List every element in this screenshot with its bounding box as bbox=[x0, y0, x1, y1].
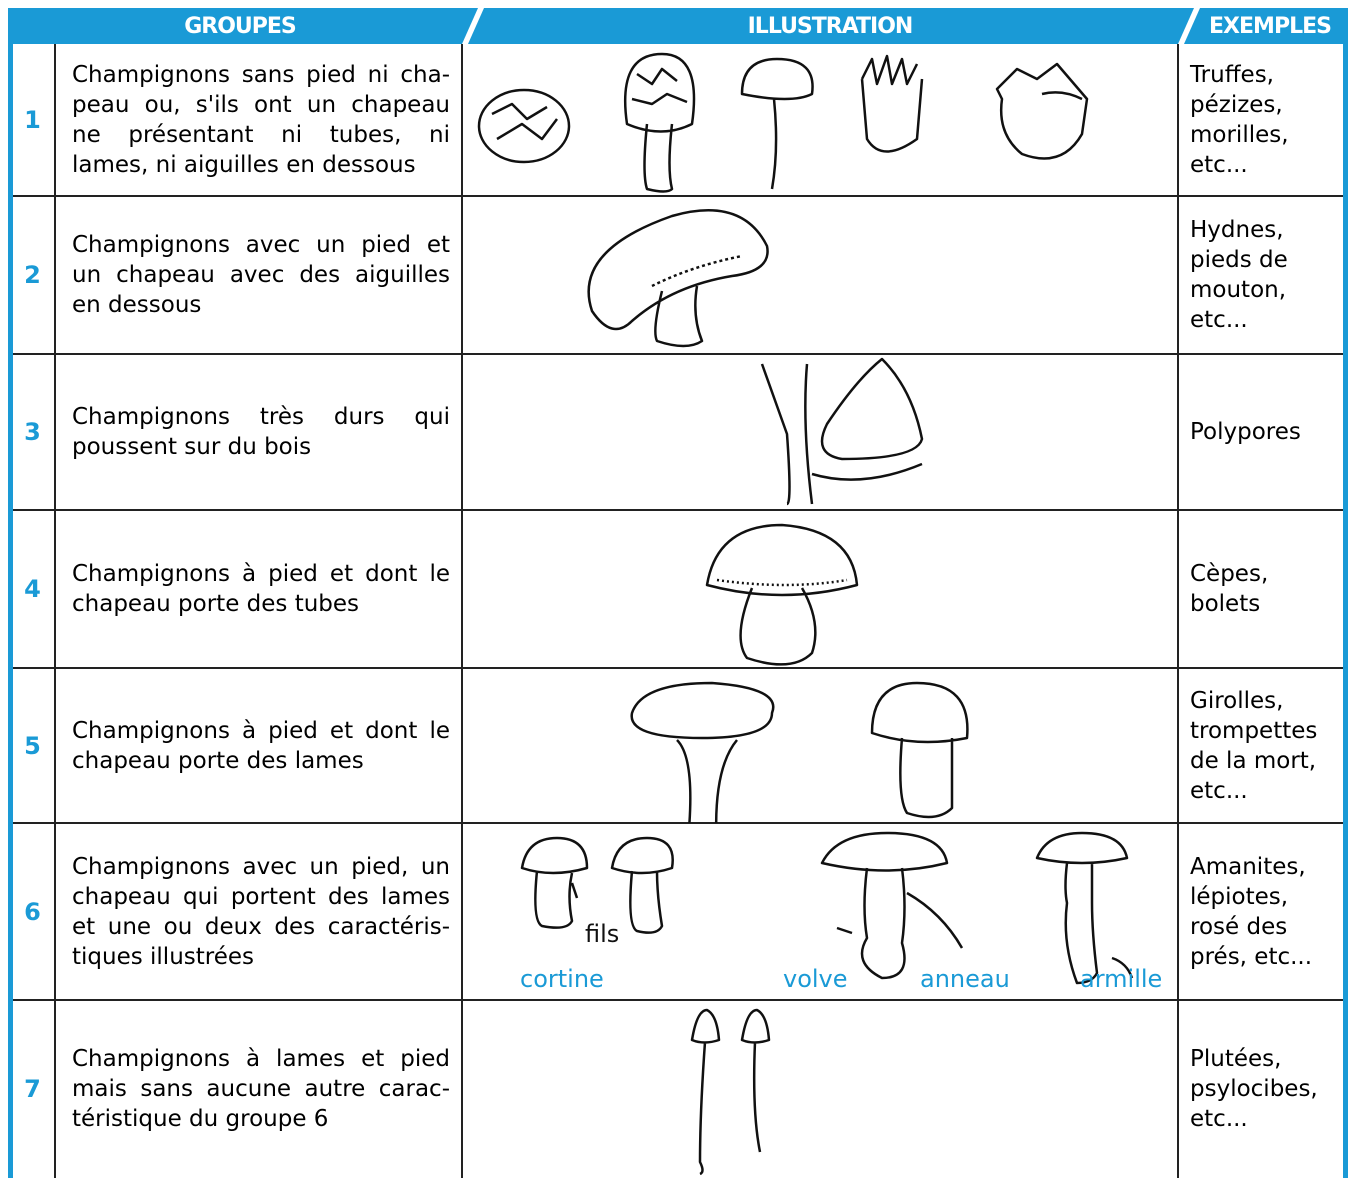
example-line: etc... bbox=[1190, 777, 1248, 804]
row-description: Champignons très durs qui poussent sur du… bbox=[72, 354, 450, 510]
row-number: 6 bbox=[24, 897, 41, 926]
description-line: Champignons à pied et dont le bbox=[72, 717, 450, 744]
row-number: 2 bbox=[24, 261, 41, 289]
example-line: trompettes bbox=[1190, 717, 1318, 744]
description-line: téristique du groupe 6 bbox=[72, 1106, 329, 1132]
row-description: Champignons à lames et pied mais sans auc… bbox=[72, 1000, 450, 1178]
example-line: prés, etc... bbox=[1190, 943, 1313, 970]
example-line: Truffes, bbox=[1190, 62, 1274, 88]
description-line: lames, ni aiguilles en dessous bbox=[72, 152, 416, 178]
description-line: Champignons très durs qui bbox=[72, 404, 450, 430]
description-line: ne présentant ni tubes, ni bbox=[72, 122, 450, 148]
row-description: Champignons sans pied ni cha-peau ou, s'… bbox=[72, 44, 450, 196]
illustration bbox=[690, 1008, 771, 1176]
example-line: etc... bbox=[1190, 152, 1248, 178]
example-line: pieds de bbox=[1190, 247, 1288, 273]
description-line: Champignons avec un pied, un bbox=[72, 853, 450, 880]
row-examples: Amanites, lépiotes, rosé des prés, etc... bbox=[1190, 823, 1340, 1000]
row-number: 5 bbox=[24, 731, 41, 760]
column-header: EXEMPLES bbox=[1209, 14, 1332, 39]
example-line: Hydnes, bbox=[1190, 217, 1284, 243]
example-line: lépiotes, bbox=[1190, 883, 1289, 910]
illustration-label: volve bbox=[783, 965, 848, 993]
description-line: et une ou deux des caractéris- bbox=[72, 913, 450, 940]
description-line: Champignons sans pied ni cha- bbox=[72, 62, 450, 88]
description-line: chapeau qui portent des lames bbox=[72, 883, 450, 910]
example-line: Cèpes, bbox=[1190, 561, 1269, 587]
example-line: de la mort, bbox=[1190, 747, 1317, 774]
row-examples: Polypores bbox=[1190, 354, 1340, 510]
illustration bbox=[705, 523, 859, 666]
illustration-label: anneau bbox=[920, 965, 1010, 993]
example-line: bolets bbox=[1190, 591, 1261, 617]
row-description: Champignons à pied et dont le chapeau por… bbox=[72, 668, 450, 823]
example-line: etc... bbox=[1190, 1106, 1248, 1132]
illustration bbox=[587, 209, 769, 348]
row-description: Champignons avec un pied et un chapeau av… bbox=[72, 196, 450, 354]
example-line: pézizes, bbox=[1190, 92, 1283, 118]
row-examples: Cèpes, bolets bbox=[1190, 510, 1340, 668]
illustration bbox=[520, 831, 1134, 985]
column-header: GROUPES bbox=[184, 14, 297, 39]
example-line: psylocibes, bbox=[1190, 1076, 1318, 1102]
example-line: morilles, bbox=[1190, 122, 1289, 148]
example-line: mouton, bbox=[1190, 277, 1287, 303]
example-line: Polypores bbox=[1190, 419, 1301, 445]
example-line: Plutées, bbox=[1190, 1046, 1282, 1072]
illustration bbox=[477, 52, 1089, 193]
description-line: Champignons avec un pied et bbox=[72, 232, 450, 258]
description-line: tiques illustrées bbox=[72, 943, 255, 970]
row-number: 7 bbox=[24, 1075, 41, 1103]
description-line: Champignons à lames et pied bbox=[72, 1046, 450, 1072]
row-number: 4 bbox=[24, 575, 41, 603]
illustration-label: armille bbox=[1080, 965, 1163, 993]
illustration-label: cortine bbox=[520, 965, 604, 993]
description-line: chapeau porte des tubes bbox=[72, 591, 360, 617]
example-line: Girolles, bbox=[1190, 687, 1284, 714]
illustration bbox=[630, 681, 969, 823]
row-number: 1 bbox=[24, 106, 41, 134]
description-line: poussent sur du bois bbox=[72, 434, 312, 460]
column-header: ILLUSTRATION bbox=[747, 14, 914, 39]
row-number: 3 bbox=[24, 418, 41, 446]
example-line: rosé des bbox=[1190, 913, 1288, 940]
example-line: Amanites, bbox=[1190, 853, 1306, 880]
illustration bbox=[760, 357, 924, 506]
row-examples: Plutées, psylocibes, etc... bbox=[1190, 1000, 1340, 1178]
row-examples: Hydnes, pieds de mouton, etc... bbox=[1190, 196, 1340, 354]
description-line: mais sans aucune autre carac- bbox=[72, 1076, 450, 1102]
illustration-label: fils bbox=[585, 920, 620, 948]
row-examples: Truffes, pézizes, morilles, etc... bbox=[1190, 44, 1340, 196]
row-description: Champignons à pied et dont le chapeau por… bbox=[72, 510, 450, 668]
example-line: etc... bbox=[1190, 307, 1248, 333]
row-description: Champignons avec un pied, un chapeau qui … bbox=[72, 823, 450, 1000]
row-examples: Girolles, trompettes de la mort, etc... bbox=[1190, 668, 1340, 823]
description-line: en dessous bbox=[72, 292, 202, 318]
description-line: Champignons à pied et dont le bbox=[72, 561, 450, 587]
description-line: un chapeau avec des aiguilles bbox=[72, 262, 450, 288]
description-line: peau ou, s'ils ont un chapeau bbox=[72, 92, 450, 118]
description-line: chapeau porte des lames bbox=[72, 747, 364, 774]
